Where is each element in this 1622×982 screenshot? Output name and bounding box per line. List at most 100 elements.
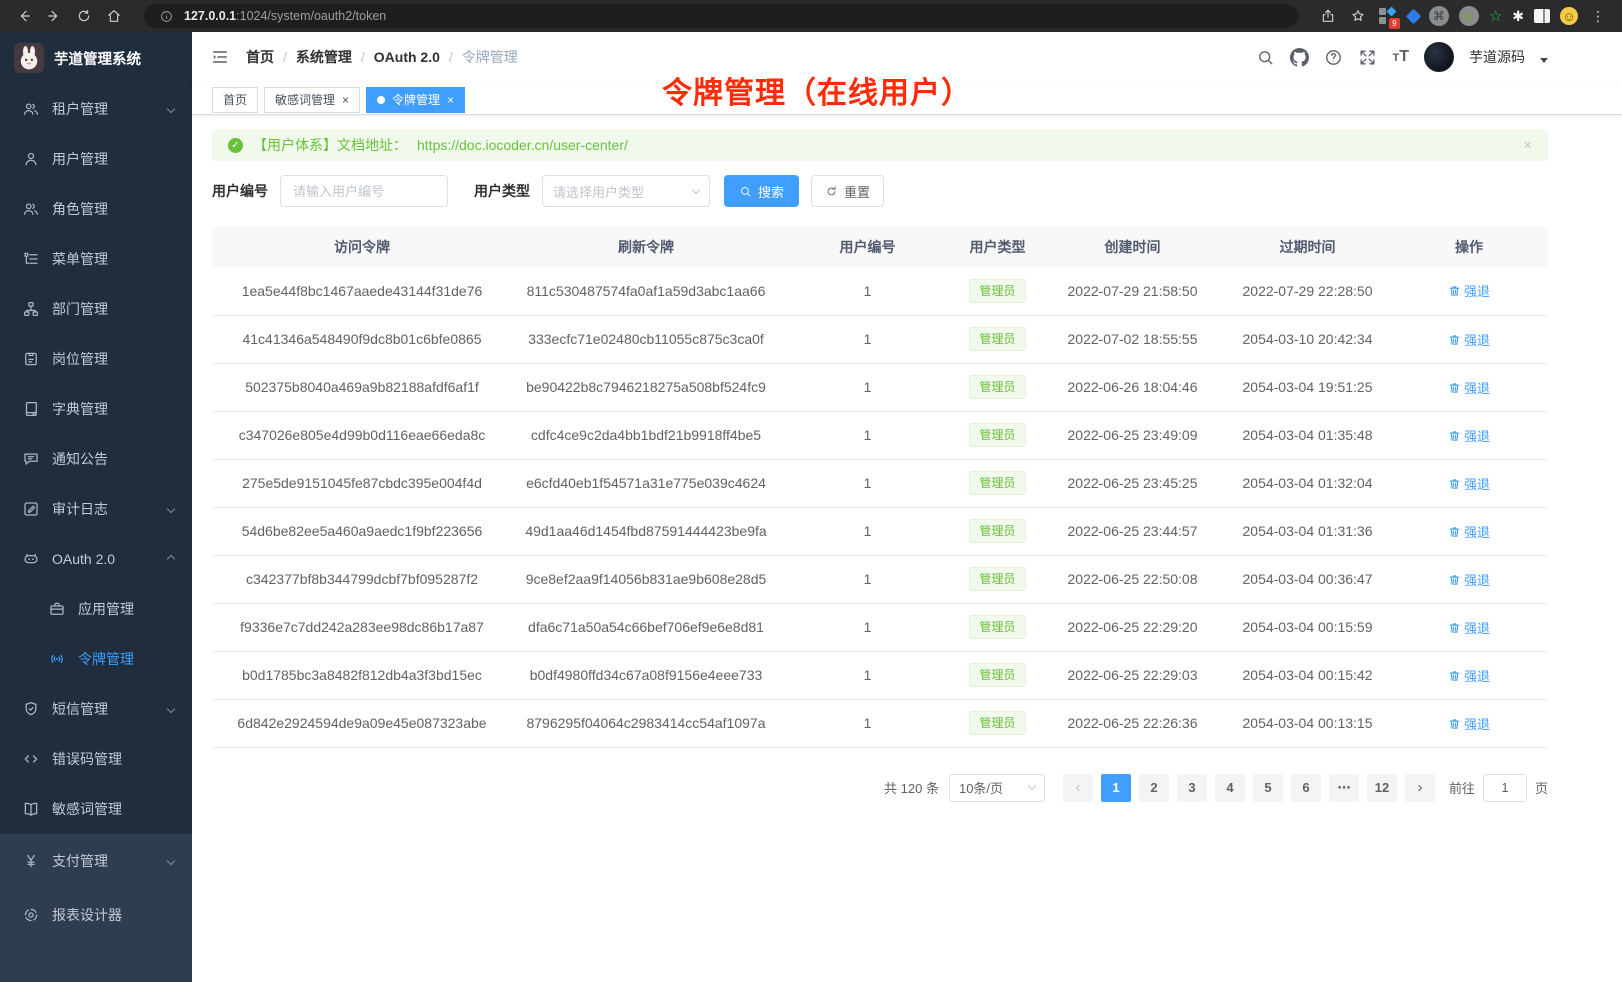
- prev-page-button[interactable]: ‹: [1062, 773, 1093, 802]
- force-logout-label: 强退: [1463, 428, 1490, 444]
- collapse-sidebar-icon[interactable]: [210, 47, 230, 67]
- sidebar-item[interactable]: 用户管理: [0, 134, 192, 184]
- browser-back-icon[interactable]: [14, 6, 34, 26]
- doc-link[interactable]: https://doc.iocoder.cn/user-center/: [417, 137, 628, 153]
- sidebar-item[interactable]: 报表设计器: [0, 888, 192, 942]
- next-page-button[interactable]: ›: [1404, 773, 1435, 802]
- tab-close-icon[interactable]: ×: [342, 92, 350, 107]
- browser-menu-icon[interactable]: ⋮: [1591, 7, 1605, 24]
- sidebar-menu: 租户管理 用户管理 角色管理 菜单管理 部门管理 岗位管理 字典管理 通知公告 审计日志 OAut…: [0, 84, 192, 834]
- sidebar-item[interactable]: 角色管理: [0, 184, 192, 234]
- search-button[interactable]: 搜索: [724, 175, 800, 207]
- page-size-select[interactable]: 10条/页: [948, 773, 1045, 802]
- page-ellipsis-button[interactable]: ⋯: [1328, 773, 1359, 802]
- force-logout-button[interactable]: 强退: [1448, 281, 1490, 300]
- force-logout-button[interactable]: 强退: [1448, 378, 1490, 397]
- caret-down-icon[interactable]: [1540, 57, 1548, 63]
- page-number-button[interactable]: 6: [1290, 773, 1321, 802]
- sidebar-item[interactable]: 字典管理: [0, 384, 192, 434]
- command-extension-icon[interactable]: ⌘: [1428, 6, 1449, 26]
- sidebar-item[interactable]: 租户管理: [0, 84, 192, 134]
- tag-view-tab[interactable]: 首页: [212, 86, 259, 113]
- tag-view-tab[interactable]: 令牌管理 ×: [366, 86, 466, 113]
- search-icon[interactable]: [1256, 48, 1275, 67]
- header-actions: TT 芋道源码: [1256, 42, 1548, 72]
- github-icon[interactable]: [1290, 47, 1310, 67]
- created-time-cell: 2022-07-29 21:58:50: [1040, 267, 1225, 316]
- page-number-button[interactable]: 1: [1100, 773, 1131, 802]
- sidebar-item[interactable]: 菜单管理: [0, 234, 192, 284]
- sidebar-item[interactable]: 通知公告: [0, 434, 192, 484]
- sidebar-item[interactable]: 审计日志: [0, 484, 192, 534]
- user-type-placeholder: 请选择用户类型: [553, 184, 645, 200]
- font-size-icon[interactable]: TT: [1392, 48, 1409, 65]
- fullscreen-icon[interactable]: [1358, 48, 1377, 67]
- page-buttons: 1 2 3 4 5 6 ⋯ 12: [1097, 773, 1401, 802]
- sidebar-item[interactable]: 令牌管理: [0, 634, 192, 684]
- goto-page-input[interactable]: [1482, 773, 1527, 802]
- user-icon: [22, 150, 40, 168]
- user-type-select[interactable]: 请选择用户类型: [542, 175, 710, 207]
- user-id-input[interactable]: [280, 175, 448, 207]
- force-logout-button[interactable]: 强退: [1448, 618, 1490, 637]
- alert-close-icon[interactable]: ×: [1523, 136, 1532, 154]
- breadcrumb-item[interactable]: 系统管理: [295, 49, 352, 65]
- role-users-icon: [22, 200, 40, 218]
- force-logout-button[interactable]: 强退: [1448, 426, 1490, 445]
- browser-reload-icon[interactable]: [74, 6, 94, 26]
- trash-icon: [1448, 381, 1461, 394]
- tab-close-icon[interactable]: ×: [447, 92, 455, 107]
- expire-time-cell: 2054-03-04 00:36:47: [1225, 555, 1390, 604]
- help-icon[interactable]: [1324, 48, 1343, 67]
- force-logout-label: 强退: [1463, 332, 1490, 348]
- sidebar-item[interactable]: 应用管理: [0, 584, 192, 634]
- app-logo[interactable]: 芋道管理系统: [0, 32, 192, 84]
- force-logout-button[interactable]: 强退: [1448, 330, 1490, 349]
- sidebar-item[interactable]: 部门管理: [0, 284, 192, 334]
- refresh-token-cell: 333ecfc71e02480cb11055c875c3ca0f: [512, 315, 780, 364]
- browser-forward-icon[interactable]: [44, 6, 64, 26]
- force-logout-button[interactable]: 强退: [1448, 522, 1490, 541]
- address-bar[interactable]: 127.0.0.1:1024/system/oauth2/token: [144, 4, 1298, 28]
- split-screen-icon[interactable]: [1534, 9, 1550, 23]
- sidebar-item[interactable]: 敏感词管理: [0, 784, 192, 834]
- page-number-button[interactable]: 4: [1214, 773, 1245, 802]
- sidebar-item[interactable]: 支付管理: [0, 834, 192, 888]
- site-info-icon[interactable]: [156, 6, 176, 26]
- col-user-id: 用户编号: [780, 227, 955, 267]
- page-number-button[interactable]: 3: [1176, 773, 1207, 802]
- force-logout-button[interactable]: 强退: [1448, 570, 1490, 589]
- user-avatar[interactable]: [1424, 42, 1454, 72]
- table-row: c347026e805e4d99b0d116eae66eda8c cdfc4ce9…: [212, 411, 1548, 460]
- actions-cell: 强退: [1390, 459, 1548, 508]
- record-extension-icon[interactable]: [1458, 6, 1479, 26]
- page-number-button[interactable]: 5: [1252, 773, 1283, 802]
- actions-cell: 强退: [1390, 363, 1548, 412]
- extension-icon[interactable]: 9: [1378, 6, 1400, 29]
- refresh-token-cell: cdfc4ce9c2da4bb1bdf21b9918ff4be5: [512, 411, 780, 460]
- force-logout-button[interactable]: 强退: [1448, 666, 1490, 685]
- gem-extension-icon[interactable]: [1405, 8, 1422, 24]
- sidebar-item[interactable]: 短信管理: [0, 684, 192, 734]
- sidebar-item[interactable]: 岗位管理: [0, 334, 192, 384]
- white-extension-icon[interactable]: ✱: [1512, 7, 1524, 24]
- user-name[interactable]: 芋道源码: [1469, 49, 1525, 65]
- tag-view-tab[interactable]: 敏感词管理 ×: [264, 86, 361, 113]
- browser-home-icon[interactable]: [104, 6, 124, 26]
- bookmark-star-icon[interactable]: [1348, 6, 1368, 26]
- emoji-profile-icon[interactable]: ☺: [1560, 7, 1578, 25]
- breadcrumb-item[interactable]: 首页: [246, 49, 274, 65]
- share-icon[interactable]: [1318, 6, 1338, 26]
- force-logout-button[interactable]: 强退: [1448, 474, 1490, 493]
- page-number-button[interactable]: 12: [1366, 773, 1397, 802]
- search-button-label: 搜索: [758, 184, 785, 200]
- created-time-cell: 2022-06-25 22:29:03: [1040, 651, 1225, 700]
- force-logout-button[interactable]: 强退: [1448, 714, 1490, 733]
- breadcrumb-item[interactable]: OAuth 2.0: [373, 49, 440, 65]
- reset-button[interactable]: 重置: [811, 175, 885, 207]
- sidebar-item[interactable]: 错误码管理: [0, 734, 192, 784]
- trash-icon: [1448, 284, 1461, 297]
- green-star-extension-icon[interactable]: ☆: [1488, 8, 1503, 25]
- page-number-button[interactable]: 2: [1138, 773, 1169, 802]
- sidebar-item[interactable]: OAuth 2.0: [0, 534, 192, 584]
